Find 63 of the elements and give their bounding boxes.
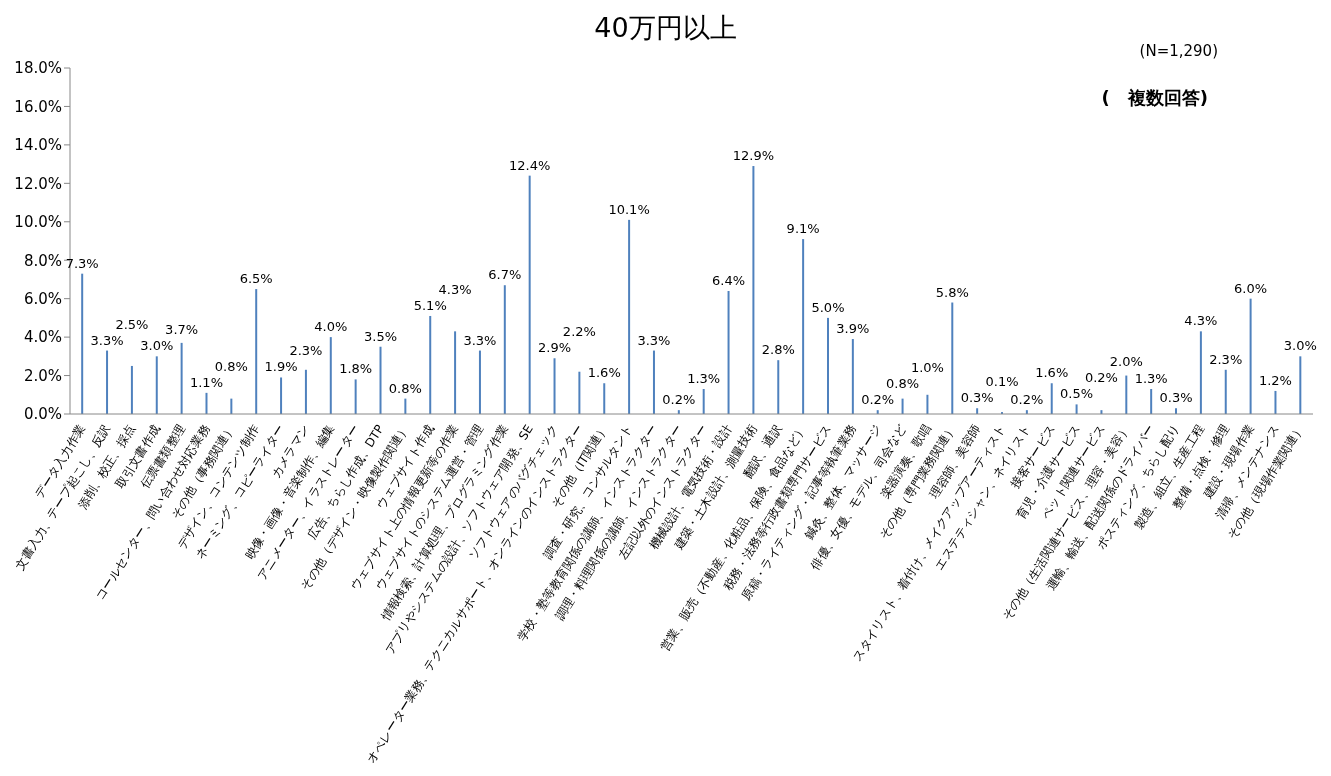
data-label: 0.2% [1010,392,1044,408]
data-label: 1.6% [587,365,621,381]
data-label: 0.2% [861,392,895,408]
text: (N=1,290) [1139,42,1218,60]
data-label: 6.7% [488,267,522,283]
data-label: 2.8% [761,342,795,358]
data-label: 1.0% [910,360,944,376]
data-label: 3.5% [363,328,398,344]
data-label: 2.3% [289,343,323,359]
data-label: 9.1% [786,221,820,237]
y-tick-label: 14.0% [14,136,62,155]
data-label: 6.0% [1234,280,1268,296]
data-label: 0.1% [985,374,1019,390]
data-label: 1.3% [1134,371,1168,387]
data-label: 2.9% [538,340,572,356]
y-tick-label: 2.0% [23,366,62,385]
chart-title: 40万円以上 [594,12,737,43]
data-label: 4.3% [438,281,472,297]
y-tick-label: 12.0% [14,174,62,193]
data-label: 5.8% [935,284,969,300]
data-label: 0.5% [1060,386,1094,402]
y-tick-label: 16.0% [14,97,62,116]
data-label: 10.1% [608,201,650,217]
data-label: 0.3% [1159,390,1193,406]
data-label: 12.4% [509,157,551,173]
data-label: 2.0% [1109,354,1143,370]
data-label: 1.8% [339,361,373,377]
y-tick-label: 8.0% [23,251,62,270]
data-label: 1.9% [264,359,298,375]
data-label: 7.3% [65,255,99,271]
data-label: 3.3% [637,332,671,348]
annotation: ( 複数回答) [1101,86,1208,110]
data-label: 1.3% [687,371,721,387]
y-tick-label: 6.0% [23,289,62,308]
data-label: 0.2% [1084,370,1118,386]
data-label: 3.9% [836,321,870,337]
data-label: 1.6% [1035,365,1069,381]
data-label: 3.7% [165,322,199,338]
data-label: 0.3% [960,390,994,406]
data-label: 0.8% [214,358,248,374]
data-label: 3.3% [90,332,124,348]
data-label: 0.8% [388,380,422,396]
data-label: 6.5% [239,271,273,287]
y-tick-label: 0.0% [23,405,62,424]
data-label: 2.3% [1209,351,1243,367]
data-label: 5.0% [811,299,845,315]
data-label: 2.5% [115,316,149,332]
data-label: 0.2% [662,392,696,408]
y-tick-label: 18.0% [14,59,62,78]
data-label: 1.2% [1258,372,1292,388]
data-label: 3.0% [1283,338,1317,354]
data-label: 12.9% [732,148,775,164]
data-label: 3.3% [463,332,497,348]
data-label: 4.0% [314,319,348,335]
y-tick-label: 10.0% [14,213,62,232]
data-label: 0.8% [886,376,920,392]
data-label: 2.2% [562,324,596,340]
data-label: 1.1% [189,374,223,390]
data-label: 6.4% [712,272,746,288]
data-label: 3.0% [140,338,174,354]
data-label: 4.3% [1184,313,1218,329]
y-tick-label: 4.0% [23,328,62,347]
data-label: 5.1% [413,297,447,313]
